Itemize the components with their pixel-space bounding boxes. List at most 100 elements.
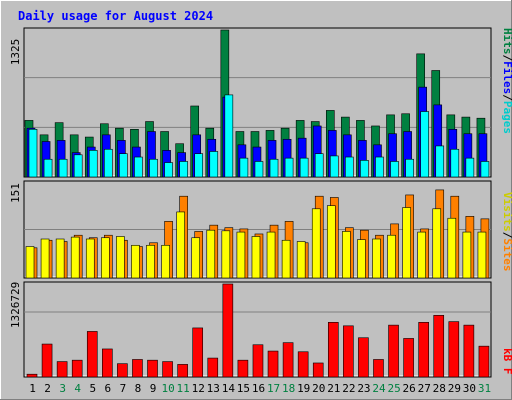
x-tick-label: 3 bbox=[59, 382, 66, 395]
bar-kbytes-day-6 bbox=[102, 348, 113, 378]
bar-kbytes-day-4 bbox=[71, 359, 83, 378]
bar-kbytes-day-31 bbox=[478, 345, 490, 378]
x-tick-label: 12 bbox=[192, 382, 205, 395]
x-tick-label: 30 bbox=[463, 382, 476, 395]
x-tick-label: 5 bbox=[89, 382, 96, 395]
top-panel-y-max-label: 1325 bbox=[9, 39, 22, 66]
bar-kbytes-day-20 bbox=[312, 362, 324, 378]
bar-pages-day-9 bbox=[149, 158, 158, 178]
bar-pages-day-18 bbox=[284, 157, 294, 178]
bar-visits-day-16 bbox=[251, 236, 261, 279]
bar-pages-day-25 bbox=[390, 161, 399, 178]
bottom-panel-legend: kB F bbox=[501, 348, 512, 375]
bar-pages-day-26 bbox=[405, 158, 414, 178]
bar-pages-day-27 bbox=[420, 111, 429, 178]
bar-pages-day-29 bbox=[450, 148, 460, 178]
bar-pages-day-5 bbox=[88, 150, 98, 178]
bar-visits-day-20 bbox=[311, 208, 321, 279]
bar-visits-day-28 bbox=[432, 208, 442, 279]
bar-pages-day-24 bbox=[375, 156, 384, 178]
middle-panel-legend: Visits/Sites bbox=[501, 192, 512, 272]
bar-pages-day-7 bbox=[119, 153, 128, 178]
bar-visits-day-23 bbox=[357, 239, 366, 279]
bar-kbytes-day-9 bbox=[147, 359, 158, 378]
bar-kbytes-day-26 bbox=[403, 338, 414, 378]
bar-pages-day-20 bbox=[314, 153, 324, 178]
bar-pages-day-3 bbox=[58, 158, 68, 178]
bar-visits-day-22 bbox=[342, 231, 351, 279]
bar-pages-day-22 bbox=[345, 156, 354, 178]
bar-kbytes-day-27 bbox=[418, 322, 429, 378]
bar-visits-day-1 bbox=[25, 246, 35, 279]
legend-pages: Pages bbox=[501, 101, 512, 134]
bar-kbytes-day-8 bbox=[132, 359, 143, 378]
legend-files: Files bbox=[501, 61, 512, 94]
x-tick-label: 2 bbox=[44, 382, 51, 395]
legend-separator: / bbox=[501, 232, 512, 239]
bar-kbytes-day-18 bbox=[282, 342, 294, 378]
bar-kbytes-day-15 bbox=[237, 359, 249, 378]
bar-kbytes-day-14 bbox=[222, 283, 234, 378]
bar-visits-day-29 bbox=[447, 217, 457, 279]
bar-pages-day-30 bbox=[465, 157, 475, 178]
bar-pages-day-16 bbox=[254, 161, 264, 178]
bar-visits-day-11 bbox=[176, 211, 185, 279]
bar-visits-day-2 bbox=[40, 238, 50, 279]
bar-visits-day-24 bbox=[372, 238, 381, 279]
x-tick-label: 22 bbox=[342, 382, 355, 395]
bar-kbytes-day-11 bbox=[177, 364, 188, 378]
bar-visits-day-6 bbox=[101, 237, 110, 279]
x-tick-label: 26 bbox=[403, 382, 416, 395]
bar-pages-day-23 bbox=[360, 160, 369, 178]
bar-kbytes-day-19 bbox=[297, 351, 309, 378]
bar-visits-day-10 bbox=[161, 244, 170, 279]
legend-separator: / bbox=[501, 94, 512, 101]
bar-visits-day-30 bbox=[462, 231, 472, 279]
bar-kbytes-day-25 bbox=[388, 324, 399, 378]
legend-sites: Sites bbox=[501, 238, 512, 271]
x-tick-label: 6 bbox=[105, 382, 112, 395]
bar-visits-day-9 bbox=[146, 244, 155, 279]
bar-kbytes-day-17 bbox=[267, 350, 279, 378]
top-panel-legend: Hits/Files/Pages bbox=[501, 28, 512, 134]
bar-visits-day-31 bbox=[477, 231, 487, 279]
bar-kbytes-day-28 bbox=[433, 315, 445, 378]
x-tick-label: 13 bbox=[207, 382, 220, 395]
x-tick-label: 27 bbox=[418, 382, 431, 395]
x-tick-label: 17 bbox=[267, 382, 280, 395]
bar-pages-day-19 bbox=[299, 157, 309, 178]
legend-separator: / bbox=[501, 55, 512, 62]
bar-pages-day-12 bbox=[194, 153, 204, 178]
legend-hits: Hits bbox=[501, 28, 512, 55]
bar-visits-day-26 bbox=[402, 207, 411, 279]
bar-pages-day-6 bbox=[104, 148, 113, 178]
bar-kbytes-day-13 bbox=[207, 357, 219, 378]
bar-pages-day-17 bbox=[269, 158, 279, 178]
x-tick-label: 16 bbox=[252, 382, 265, 395]
legend-kbytes: kB F bbox=[501, 348, 512, 375]
bar-kbytes-day-24 bbox=[373, 359, 384, 378]
bar-pages-day-1 bbox=[28, 128, 38, 178]
bar-visits-day-8 bbox=[131, 244, 140, 279]
x-tick-label: 14 bbox=[222, 382, 236, 395]
x-tick-label: 23 bbox=[357, 382, 370, 395]
bar-visits-day-14 bbox=[221, 230, 231, 279]
bar-kbytes-day-16 bbox=[252, 344, 264, 378]
x-tick-label: 7 bbox=[120, 382, 127, 395]
bar-visits-day-25 bbox=[387, 234, 396, 279]
bar-pages-day-15 bbox=[239, 157, 249, 178]
bar-pages-day-14 bbox=[224, 94, 234, 178]
legend-visits: Visits bbox=[501, 192, 512, 232]
bar-kbytes-day-3 bbox=[56, 361, 68, 378]
x-tick-label: 11 bbox=[177, 382, 190, 395]
bar-pages-day-2 bbox=[43, 158, 53, 178]
bar-visits-day-3 bbox=[55, 238, 65, 279]
x-tick-label: 25 bbox=[387, 382, 400, 395]
bar-visits-day-27 bbox=[417, 231, 426, 279]
bottom-panel-y-max-label: 1326729 bbox=[9, 282, 22, 328]
bar-kbytes-day-21 bbox=[327, 322, 339, 378]
bar-kbytes-day-29 bbox=[448, 321, 460, 378]
x-tick-label: 31 bbox=[478, 382, 491, 395]
bar-pages-day-11 bbox=[179, 161, 188, 178]
